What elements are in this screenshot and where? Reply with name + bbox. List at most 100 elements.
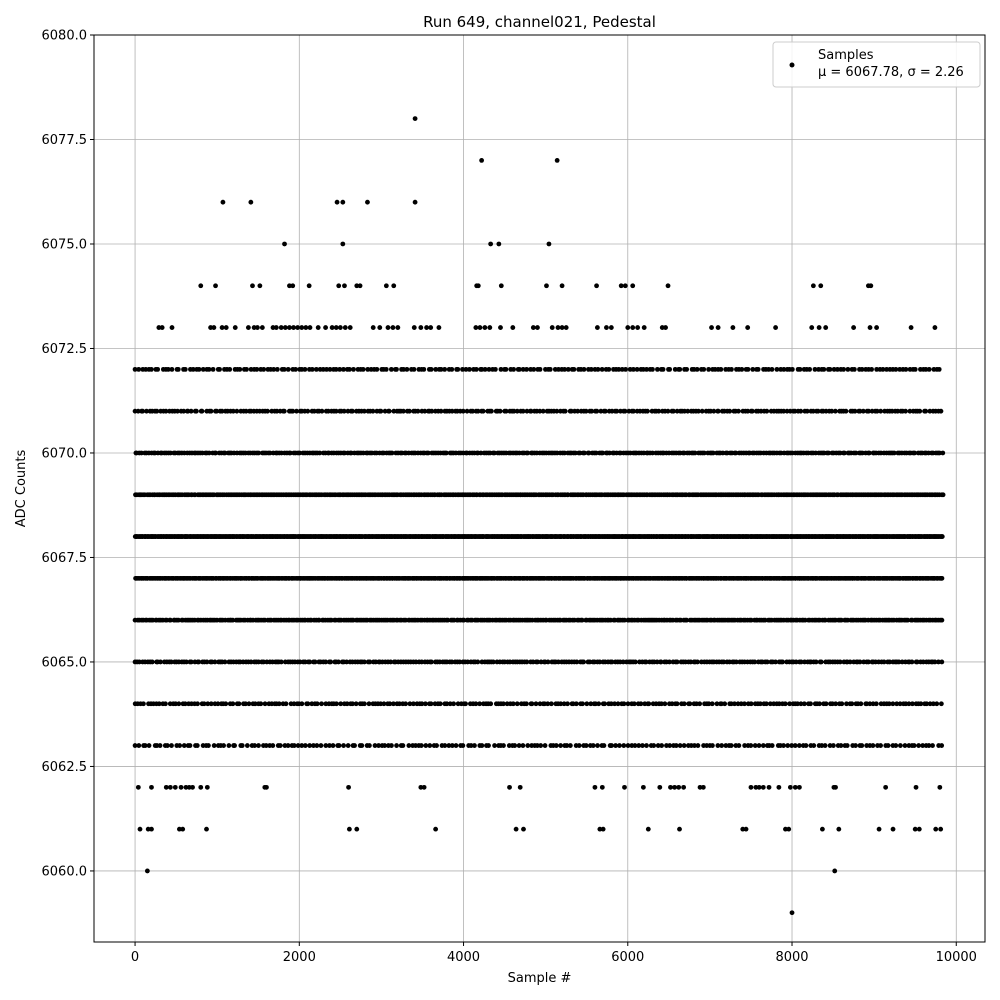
data-point <box>421 784 427 790</box>
data-point <box>630 283 636 289</box>
data-point <box>239 743 245 748</box>
data-point <box>867 325 873 330</box>
data-point <box>936 366 942 372</box>
data-point <box>479 366 485 372</box>
data-point <box>513 826 519 832</box>
data-point <box>177 743 183 748</box>
data-point <box>374 366 380 372</box>
data-point <box>503 366 509 372</box>
data-point <box>198 283 204 289</box>
data-point <box>677 743 683 748</box>
data-point <box>651 743 657 748</box>
data-point <box>294 408 299 414</box>
data-point <box>608 325 614 330</box>
data-point <box>920 743 926 748</box>
data-point <box>274 408 280 414</box>
data-point <box>798 408 804 414</box>
data-point <box>387 701 393 707</box>
data-point <box>273 325 279 330</box>
data-point <box>656 408 662 414</box>
data-point <box>428 325 434 330</box>
data-point <box>674 659 680 665</box>
data-point <box>503 408 509 414</box>
data-point <box>282 241 287 247</box>
data-point <box>382 743 388 748</box>
data-point <box>558 743 564 748</box>
data-point <box>711 408 717 414</box>
data-point <box>186 784 192 790</box>
data-point <box>333 325 339 330</box>
data-point <box>874 325 879 330</box>
data-point <box>907 408 913 414</box>
y-tick-label: 6060.0 <box>42 864 88 879</box>
data-point <box>818 283 824 289</box>
data-point <box>833 784 838 790</box>
data-point <box>797 784 802 790</box>
data-point <box>478 450 484 456</box>
data-point <box>936 659 941 665</box>
y-tick-label: 6080.0 <box>42 29 88 44</box>
data-point <box>798 701 804 707</box>
data-point <box>512 743 518 748</box>
data-point <box>640 784 646 790</box>
data-point <box>583 743 589 748</box>
data-point <box>822 743 828 748</box>
data-point <box>376 743 382 748</box>
data-point <box>473 366 479 372</box>
data-point <box>287 450 293 456</box>
data-point <box>743 826 749 832</box>
data-point <box>167 784 173 790</box>
data-point <box>797 366 803 372</box>
data-point <box>305 408 311 414</box>
data-point <box>252 743 258 748</box>
data-point <box>545 701 551 707</box>
data-point <box>234 408 240 414</box>
x-tick-label: 10000 <box>936 950 977 965</box>
data-point <box>480 408 486 414</box>
data-point <box>389 743 394 748</box>
data-point <box>748 784 754 790</box>
data-point <box>213 450 219 456</box>
data-point <box>833 701 839 707</box>
data-point <box>617 743 622 748</box>
y-tick-label: 6072.5 <box>42 342 88 357</box>
data-point <box>940 492 946 498</box>
data-point <box>188 659 194 665</box>
data-point <box>599 366 605 372</box>
data-point <box>309 366 315 372</box>
data-point <box>684 617 690 623</box>
data-point <box>175 408 180 414</box>
data-point <box>423 743 429 748</box>
data-point <box>370 408 376 414</box>
data-point <box>341 366 346 372</box>
data-point <box>826 450 831 456</box>
data-point <box>159 325 165 330</box>
data-point <box>893 743 899 748</box>
data-point <box>463 701 468 707</box>
data-point <box>902 743 908 748</box>
data-point <box>230 617 236 623</box>
data-point <box>736 743 742 748</box>
data-point <box>592 784 598 790</box>
data-point <box>696 408 701 414</box>
data-point <box>525 743 531 748</box>
data-point <box>194 408 199 414</box>
data-point <box>774 366 780 372</box>
data-point <box>136 659 142 665</box>
data-point <box>817 701 822 707</box>
data-point <box>549 325 555 330</box>
data-point <box>908 325 914 330</box>
data-point <box>697 784 703 790</box>
data-point <box>385 325 391 330</box>
data-point <box>149 784 154 790</box>
data-point <box>180 826 186 832</box>
data-point <box>638 701 644 707</box>
data-point <box>359 743 365 748</box>
data-point <box>475 408 481 414</box>
chart-title: Run 649, channel021, Pedestal <box>423 13 656 31</box>
data-point <box>132 743 138 748</box>
data-point <box>789 743 795 748</box>
data-point <box>938 701 944 707</box>
data-point <box>198 784 204 790</box>
